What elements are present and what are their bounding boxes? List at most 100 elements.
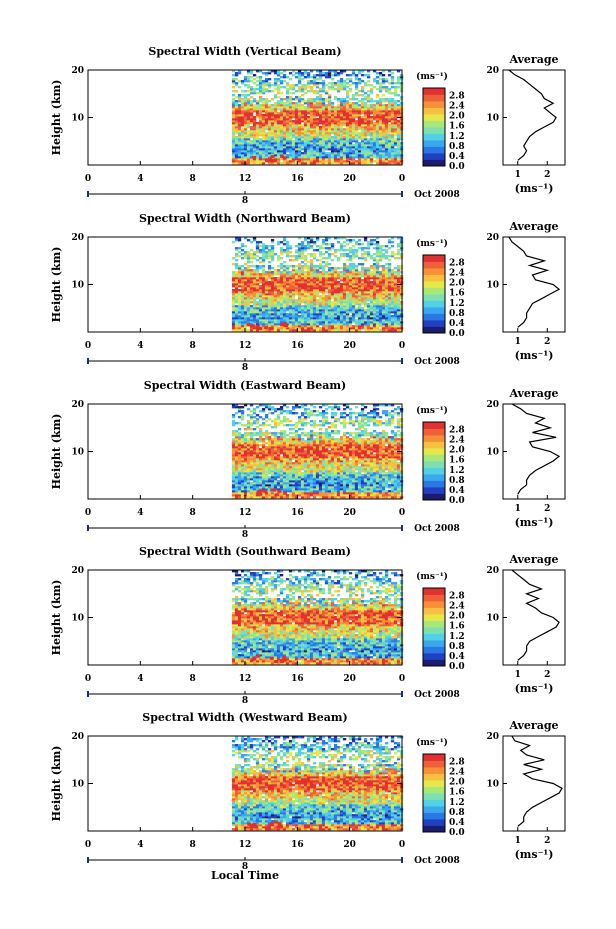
heatmap-cell <box>309 263 314 266</box>
heatmap-cell <box>288 150 293 153</box>
heatmap-cell <box>372 86 377 89</box>
heatmap-cell <box>261 261 266 264</box>
heatmap-cell <box>252 476 257 479</box>
heatmap-cell <box>234 287 239 290</box>
heatmap-cell <box>333 158 338 161</box>
heatmap-cell <box>378 311 383 314</box>
heatmap-cell <box>285 299 290 302</box>
heatmap-cell <box>264 146 269 149</box>
heatmap-cell <box>261 434 266 437</box>
heatmap-cell <box>306 128 311 131</box>
heatmap-cell <box>255 468 260 471</box>
heatmap-cell <box>267 150 272 153</box>
heatmap-cell <box>252 305 257 308</box>
heatmap-cell <box>255 146 260 149</box>
heatmap-cell <box>351 154 356 157</box>
heatmap-cell <box>270 307 275 310</box>
heatmap-cell <box>282 329 287 332</box>
heatmap-cell <box>387 112 392 115</box>
heatmap-cell <box>357 116 362 119</box>
heatmap-cell <box>288 142 293 145</box>
heatmap-cell <box>249 323 254 326</box>
heatmap-cell <box>384 142 389 145</box>
heatmap-cell <box>321 102 326 105</box>
heatmap-cell <box>264 271 269 274</box>
heatmap-cell <box>318 285 323 288</box>
heatmap-cell <box>381 307 386 310</box>
heatmap-cell <box>279 297 284 300</box>
heatmap-cell <box>288 156 293 159</box>
heatmap-cell <box>300 118 305 121</box>
heatmap-cell <box>378 150 383 153</box>
heatmap-cell <box>387 267 392 270</box>
heatmap-cell <box>303 295 308 298</box>
heatmap-cell <box>372 277 377 280</box>
heatmap-cell <box>294 90 299 93</box>
heatmap-cell <box>270 289 275 292</box>
heatmap-cell <box>243 474 248 477</box>
heatmap-cell <box>363 279 368 282</box>
heatmap-cell <box>267 311 272 314</box>
heatmap-cell <box>270 146 275 149</box>
heatmap-cell <box>309 70 314 73</box>
heatmap-cell <box>291 124 296 127</box>
heatmap-cell <box>342 273 347 276</box>
heatmap-cell <box>336 319 341 322</box>
heatmap-cell <box>369 110 374 113</box>
heatmap-cell <box>264 112 269 115</box>
heatmap-cell <box>318 132 323 135</box>
heatmap-cell <box>255 285 260 288</box>
heatmap-cell <box>351 273 356 276</box>
heatmap-cell <box>231 494 236 497</box>
heatmap-cell <box>339 130 344 133</box>
heatmap-cell <box>234 152 239 155</box>
heatmap-cell <box>318 104 323 107</box>
heatmap-cell <box>231 104 236 107</box>
heatmap-cell <box>294 323 299 326</box>
heatmap-cell <box>291 130 296 133</box>
heatmap-cell <box>381 245 386 248</box>
heatmap-cell <box>330 245 335 248</box>
heatmap-cell <box>240 152 245 155</box>
heatmap-cell <box>264 307 269 310</box>
heatmap-cell <box>381 323 386 326</box>
heatmap-cell <box>276 124 281 127</box>
heatmap-cell <box>327 148 332 151</box>
heatmap-cell <box>279 279 284 282</box>
heatmap-cell <box>312 106 317 109</box>
heatmap-cell <box>366 255 371 258</box>
heatmap-cell <box>231 462 236 465</box>
heatmap-cell <box>357 323 362 326</box>
heatmap-cell <box>270 253 275 256</box>
heatmap-cell <box>261 450 266 453</box>
heatmap-cell <box>312 76 317 79</box>
heatmap-cell <box>234 438 239 441</box>
heatmap-cell <box>390 152 395 155</box>
heatmap-cell <box>330 140 335 143</box>
heatmap-cell <box>327 112 332 115</box>
heatmap-cell <box>279 162 284 165</box>
heatmap-cell <box>306 295 311 298</box>
heatmap-cell <box>348 311 353 314</box>
heatmap-cell <box>390 269 395 272</box>
heatmap-cell <box>261 277 266 280</box>
heatmap-cell <box>396 327 401 330</box>
heatmap-cell <box>357 313 362 316</box>
heatmap-cell <box>267 140 272 143</box>
heatmap-cell <box>261 98 266 101</box>
heatmap-cell <box>303 160 308 163</box>
heatmap-cell <box>303 267 308 270</box>
heatmap-cell <box>390 146 395 149</box>
heatmap-cell <box>390 98 395 101</box>
heatmap-cell <box>246 239 251 242</box>
heatmap-cell <box>384 309 389 312</box>
heatmap-cell <box>390 321 395 324</box>
heatmap-cell <box>240 468 245 471</box>
heatmap-cell <box>378 158 383 161</box>
heatmap-cell <box>357 108 362 111</box>
heatmap-cell <box>234 468 239 471</box>
heatmap-cell <box>237 112 242 115</box>
heatmap-cell <box>255 317 260 320</box>
heatmap-cell <box>252 160 257 163</box>
heatmap-cell <box>273 317 278 320</box>
